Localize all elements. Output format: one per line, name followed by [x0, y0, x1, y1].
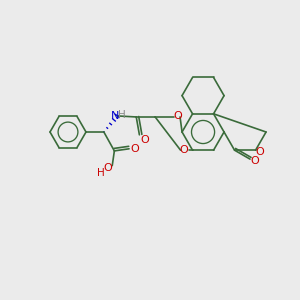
Text: O: O [255, 147, 264, 157]
Text: O: O [140, 135, 149, 145]
Text: O: O [131, 144, 140, 154]
Text: H: H [98, 168, 105, 178]
Text: O: O [103, 163, 112, 172]
Text: O: O [179, 145, 188, 155]
Text: H: H [118, 110, 126, 120]
Text: O: O [174, 111, 182, 121]
Text: N: N [111, 111, 119, 121]
Text: O: O [250, 156, 260, 166]
